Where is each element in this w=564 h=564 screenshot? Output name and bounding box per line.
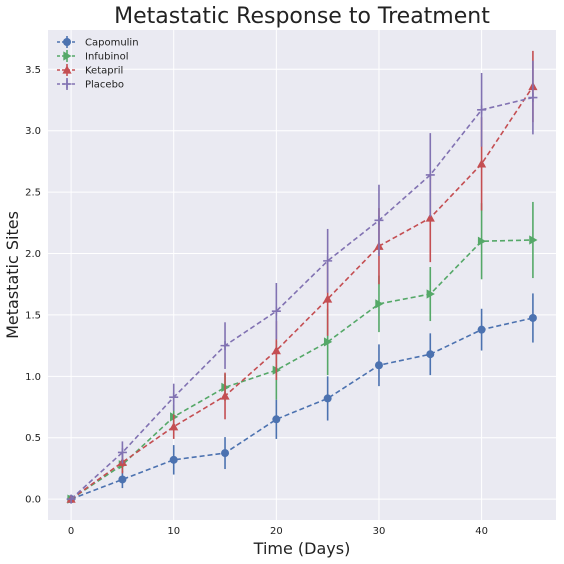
- data-point-ketapril: [220, 391, 230, 400]
- y-tick-labels: 0.0 0.5 1.0 1.5 2.0 2.5 3.0 3.5: [25, 65, 41, 506]
- data-point-placebo: [220, 341, 230, 351]
- y-axis-title: Metastatic Sites: [3, 211, 22, 339]
- data-point-infubinol: [375, 299, 384, 309]
- x-tick-label: 40: [475, 526, 488, 537]
- data-point-capomulin: [221, 449, 230, 458]
- y-tick-label: 2.5: [25, 188, 41, 199]
- legend-label-ketapril: Ketapril: [85, 66, 123, 77]
- legend-label-placebo: Placebo: [85, 80, 124, 91]
- plot-area: [48, 30, 556, 520]
- data-point-capomulin: [272, 415, 281, 424]
- x-tick-labels: 0 10 20 30 40: [68, 526, 488, 537]
- data-point-infubinol: [426, 289, 435, 299]
- y-tick-label: 0.5: [25, 433, 41, 444]
- series-line-capomulin: [70, 317, 534, 500]
- legend-label-capomulin: Capomulin: [85, 38, 139, 49]
- data-point-capomulin: [528, 313, 537, 322]
- legend-swatch-infubinol: [57, 50, 77, 62]
- series-line-ketapril: [70, 86, 534, 500]
- data-point-capomulin: [118, 475, 127, 484]
- y-tick-label: 3.5: [25, 65, 41, 76]
- y-tick-label: 1.0: [25, 372, 41, 383]
- x-tick-label: 0: [68, 526, 74, 537]
- data-point-placebo: [374, 215, 384, 225]
- legend-item-ketapril: Ketapril: [57, 64, 123, 77]
- data-point-ketapril: [476, 159, 487, 168]
- x-tick-label: 20: [270, 526, 283, 537]
- legend-marker-capomulin: [63, 38, 71, 46]
- legend-item-infubinol: Infubinol: [57, 50, 129, 63]
- y-tick-label: 2.0: [25, 249, 41, 260]
- series-line-infubinol: [70, 239, 533, 500]
- data-point-placebo: [323, 256, 333, 266]
- chart-title: Metastatic Response to Treatment: [114, 4, 490, 29]
- y-tick-label: 1.5: [25, 310, 41, 321]
- data-point-placebo: [528, 93, 538, 103]
- series-placebo: [66, 60, 538, 504]
- data-point-capomulin: [169, 455, 178, 464]
- y-tick-label: 0.0: [25, 495, 41, 506]
- data-point-placebo: [477, 105, 487, 115]
- data-point-placebo: [169, 392, 179, 402]
- x-axis-title: Time (Days): [253, 539, 351, 558]
- data-point-capomulin: [374, 361, 383, 370]
- x-tick-label: 30: [373, 526, 386, 537]
- series-layer: [66, 50, 538, 504]
- y-gridlines: [48, 68, 556, 500]
- data-point-infubinol: [477, 236, 487, 246]
- legend: Capomulin Infubinol Ketapril Placebo: [57, 36, 139, 91]
- data-point-placebo: [66, 494, 76, 504]
- data-point-ketapril: [425, 213, 435, 222]
- legend-swatch-placebo: [57, 78, 77, 90]
- data-point-placebo: [425, 170, 435, 180]
- data-point-infubinol: [323, 337, 333, 347]
- legend-item-placebo: Placebo: [57, 78, 124, 91]
- legend-marker-infubinol: [63, 51, 72, 61]
- series-line-placebo: [70, 96, 534, 500]
- y-tick-label: 3.0: [25, 126, 41, 137]
- data-point-placebo: [271, 306, 281, 316]
- legend-swatch-ketapril: [57, 64, 77, 76]
- data-point-ketapril: [271, 345, 281, 355]
- legend-marker-placebo: [62, 79, 72, 89]
- data-point-infubinol: [529, 235, 538, 245]
- data-point-ketapril: [169, 422, 179, 431]
- legend-swatch-capomulin: [57, 36, 77, 48]
- x-tick-label: 10: [167, 526, 180, 537]
- data-point-capomulin: [323, 394, 332, 403]
- legend-marker-ketapril: [62, 65, 72, 74]
- data-point-placebo: [117, 447, 127, 457]
- legend-label-infubinol: Infubinol: [85, 52, 129, 63]
- data-point-capomulin: [477, 325, 486, 334]
- data-point-ketapril: [323, 294, 333, 303]
- data-point-capomulin: [426, 350, 435, 359]
- legend-item-capomulin: Capomulin: [57, 36, 139, 49]
